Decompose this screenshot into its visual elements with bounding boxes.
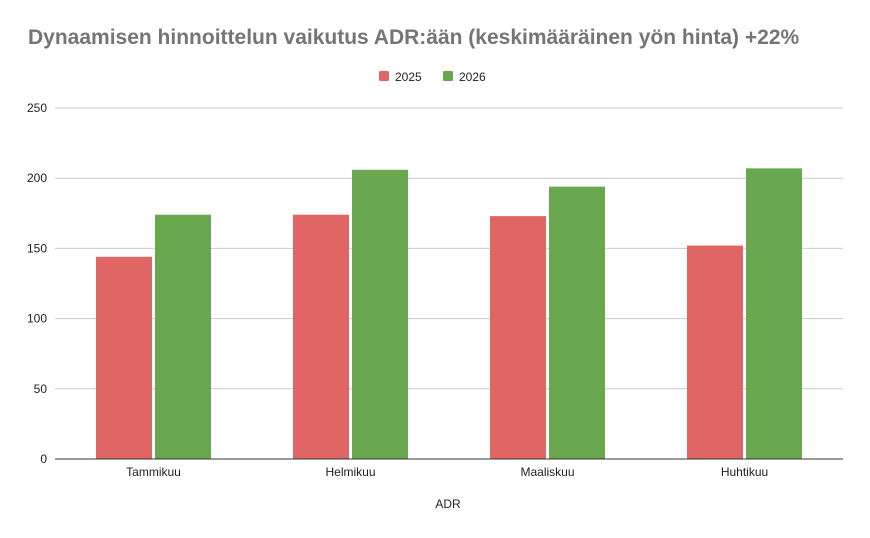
y-tick-label: 50 — [34, 382, 48, 396]
chart-title: Dynaamisen hinnoittelun vaikutus ADR:ään… — [28, 26, 800, 49]
y-tick-label: 200 — [27, 171, 47, 185]
x-tick-label: Helmikuu — [325, 465, 375, 479]
legend-swatch-2026 — [443, 71, 453, 81]
bar-2025-maaliskuu — [490, 216, 546, 459]
bar-2025-helmikuu — [293, 214, 349, 459]
y-tick-label: 0 — [40, 452, 47, 466]
bar-2025-tammikuu — [96, 256, 152, 459]
legend-label-2026: 2026 — [459, 70, 486, 84]
legend-label-2025: 2025 — [395, 70, 422, 84]
x-tick-label: Tammikuu — [126, 465, 181, 479]
x-axis-title: ADR — [435, 497, 461, 511]
x-tick-label: Huhtikuu — [721, 465, 768, 479]
y-tick-label: 250 — [27, 101, 47, 115]
legend-swatch-2025 — [379, 71, 389, 81]
y-tick-label: 100 — [27, 312, 47, 326]
x-tick-label: Maaliskuu — [520, 465, 574, 479]
bar-2026-tammikuu — [155, 214, 211, 459]
bar-2026-maaliskuu — [549, 186, 605, 459]
bar-2026-helmikuu — [352, 169, 408, 459]
y-tick-label: 150 — [27, 241, 47, 255]
bar-2025-huhtikuu — [687, 245, 743, 459]
bar-2026-huhtikuu — [746, 168, 802, 459]
